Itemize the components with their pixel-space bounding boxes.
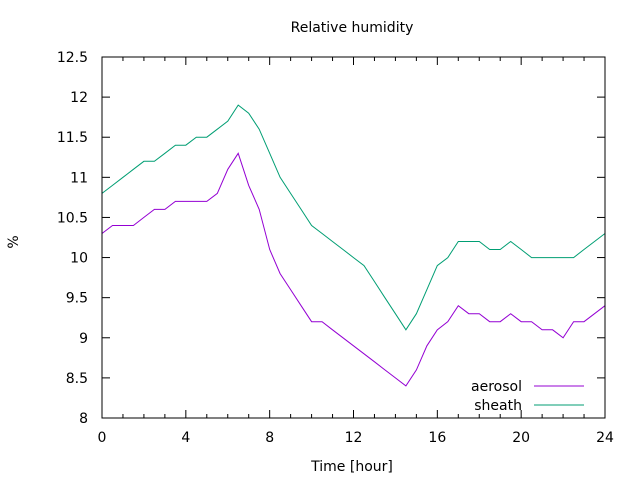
legend-label-aerosol: aerosol: [471, 379, 522, 395]
legend: aerosol sheath: [471, 379, 584, 414]
y-tick-label: 11.5: [57, 130, 88, 146]
series-line-sheath: [101, 104, 606, 331]
y-tick-label: 10: [70, 251, 88, 267]
x-tick-label: 4: [181, 430, 190, 446]
y-tick-label: 8.5: [66, 371, 88, 387]
y-tick-label: 12: [70, 90, 88, 106]
x-tick-label: 16: [428, 430, 446, 446]
y-tick-label: 12.5: [57, 50, 88, 66]
series-line-aerosol: [101, 152, 606, 387]
y-axis-label: %: [6, 235, 22, 248]
x-tick-label: 8: [265, 430, 274, 446]
y-tick-label: 10.5: [57, 210, 88, 226]
ticks: 0 4 8 12 16 20 24 8 8.5 9 9.5 10 10.5 11 11.5 12 12.5: [57, 50, 614, 446]
y-tick-label: 9: [79, 331, 88, 347]
plot-frame: [101, 56, 606, 419]
x-tick-label: 24: [596, 430, 614, 446]
y-tick-label: 9.5: [66, 291, 88, 307]
chart-title: Relative humidity: [291, 20, 414, 36]
series-layer: [101, 104, 606, 387]
x-tick-label: 12: [345, 430, 363, 446]
x-axis-label: Time [hour]: [310, 459, 393, 475]
legend-label-sheath: sheath: [474, 398, 522, 414]
y-tick-label: 8: [79, 411, 88, 427]
x-tick-label: 0: [98, 430, 107, 446]
x-tick-label: 20: [512, 430, 530, 446]
y-tick-label: 11: [70, 170, 88, 186]
